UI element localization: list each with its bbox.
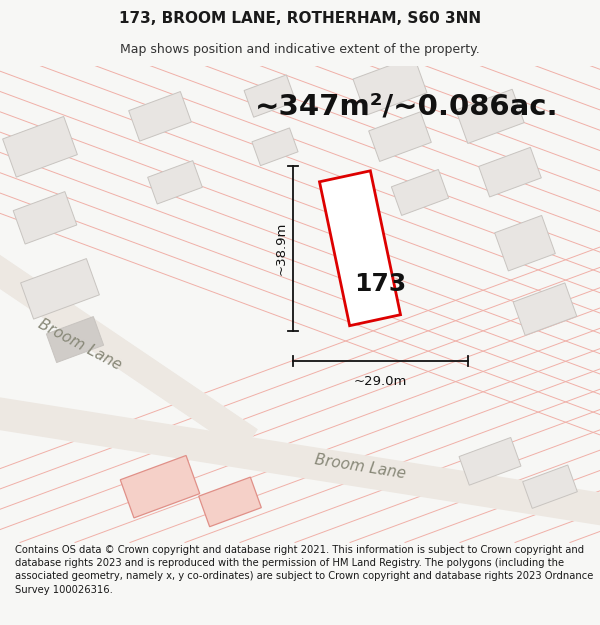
Text: 173: 173 <box>354 272 406 296</box>
Polygon shape <box>494 216 556 271</box>
Polygon shape <box>13 192 77 244</box>
Polygon shape <box>46 317 104 362</box>
Polygon shape <box>459 438 521 485</box>
Text: ~347m²/~0.086ac.: ~347m²/~0.086ac. <box>255 92 559 120</box>
Polygon shape <box>456 89 524 144</box>
Polygon shape <box>319 171 401 326</box>
Polygon shape <box>0 396 600 527</box>
Polygon shape <box>479 148 541 197</box>
Text: ~29.0m: ~29.0m <box>354 376 407 388</box>
Polygon shape <box>2 116 77 177</box>
Polygon shape <box>368 112 431 161</box>
Polygon shape <box>252 128 298 166</box>
Polygon shape <box>523 465 577 508</box>
Text: ~38.9m: ~38.9m <box>275 222 287 275</box>
Polygon shape <box>0 247 257 452</box>
Text: Broom Lane: Broom Lane <box>36 316 124 373</box>
Polygon shape <box>391 169 449 216</box>
Text: 173, BROOM LANE, ROTHERHAM, S60 3NN: 173, BROOM LANE, ROTHERHAM, S60 3NN <box>119 11 481 26</box>
Polygon shape <box>148 161 202 204</box>
Polygon shape <box>20 259 100 319</box>
Polygon shape <box>0 247 258 453</box>
Polygon shape <box>353 56 427 115</box>
Text: Map shows position and indicative extent of the property.: Map shows position and indicative extent… <box>120 42 480 56</box>
Polygon shape <box>0 394 600 528</box>
Polygon shape <box>199 477 262 527</box>
Text: Broom Lane: Broom Lane <box>313 452 407 481</box>
Polygon shape <box>128 91 191 141</box>
Polygon shape <box>513 283 577 336</box>
Text: Contains OS data © Crown copyright and database right 2021. This information is : Contains OS data © Crown copyright and d… <box>15 545 593 594</box>
Polygon shape <box>120 456 200 518</box>
Polygon shape <box>244 75 296 118</box>
